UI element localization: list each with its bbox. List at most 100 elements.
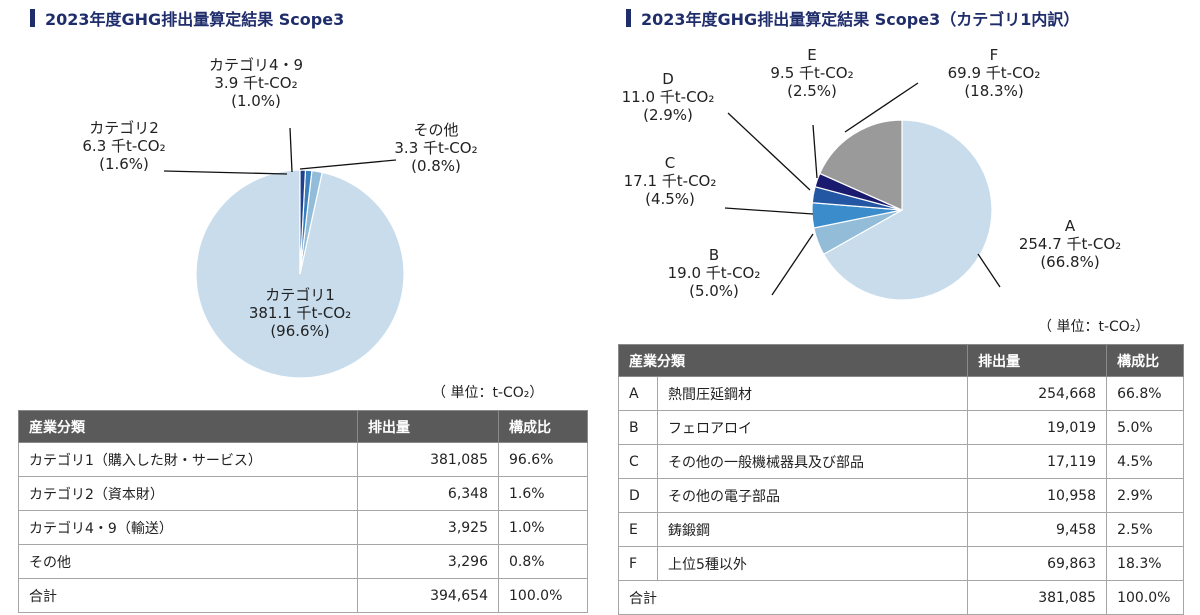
slice-percent-label: (4.5%) xyxy=(645,190,695,208)
total-value: 381,085 xyxy=(967,580,1108,615)
leader-line-その他 xyxy=(299,159,397,170)
row-share: 96.6% xyxy=(498,442,588,477)
row-share: 18.3% xyxy=(1106,546,1184,581)
row-share: 2.5% xyxy=(1106,512,1184,547)
total-share: 100.0% xyxy=(498,578,588,613)
row-name: カテゴリ1（購入した財・サービス） xyxy=(18,442,358,477)
leader-line-カテゴリ2 xyxy=(163,170,288,175)
table-row: カテゴリ2（資本財） 6,348 1.6% xyxy=(18,476,588,511)
slice-value-label: 6.3 千t-CO₂ xyxy=(82,137,165,155)
row-name: 熱間圧延鋼材 xyxy=(656,376,969,411)
row-value: 19,019 xyxy=(967,410,1108,445)
row-name: 鋳鍛鋼 xyxy=(656,512,969,547)
leader-line-F xyxy=(844,82,919,133)
slice-percent-label: (2.5%) xyxy=(787,82,837,100)
row-code: C xyxy=(618,444,658,479)
slice-percent-label: (18.3%) xyxy=(964,82,1023,100)
slice-value-label: 17.1 千t-CO₂ xyxy=(624,172,717,190)
table-row: その他 3,296 0.8% xyxy=(18,544,588,579)
slice-percent-label: (0.8%) xyxy=(411,157,461,175)
header-emission: 排出量 xyxy=(357,410,499,443)
row-value: 3,925 xyxy=(357,510,499,545)
total-share: 100.0% xyxy=(1106,580,1184,615)
header-emission: 排出量 xyxy=(967,344,1108,377)
leader-line-A xyxy=(977,253,1001,288)
pie-slice-F xyxy=(818,119,903,211)
table-row: B フェロアロイ 19,019 5.0% xyxy=(618,410,1184,445)
total-name: 合計 xyxy=(617,580,969,615)
leader-line-D xyxy=(727,112,811,191)
table-row: カテゴリ1（購入した財・サービス） 381,085 96.6% xyxy=(18,442,588,477)
row-code: F xyxy=(618,546,658,581)
table-header-row: 産業分類 排出量 構成比 xyxy=(617,344,1184,377)
right-chart-title: 2023年度GHG排出量算定結果 Scope3（カテゴリ1内訳） xyxy=(626,6,1079,30)
slice-value-label: 69.9 千t-CO₂ xyxy=(948,64,1041,82)
row-share: 1.6% xyxy=(498,476,588,511)
row-name: 上位5種以外 xyxy=(656,546,969,581)
table-row: A 熱間圧延鋼材 254,668 66.8% xyxy=(618,376,1184,411)
slice-value-label: 3.3 千t-CO₂ xyxy=(394,139,477,157)
leader-line-E xyxy=(812,124,818,179)
header-share: 構成比 xyxy=(1106,344,1184,377)
title-bar-marker xyxy=(30,9,35,27)
row-value: 10,958 xyxy=(967,478,1108,513)
pie-slice-A xyxy=(822,119,993,301)
slice-percent-label: (5.0%) xyxy=(689,282,739,300)
table-header-row: 産業分類 排出量 構成比 xyxy=(18,410,588,443)
slice-value-label: 19.0 千t-CO₂ xyxy=(668,264,761,282)
table-row: D その他の電子部品 10,958 2.9% xyxy=(618,478,1184,513)
slice-percent-label: (1.0%) xyxy=(231,92,281,110)
right-data-table: 産業分類 排出量 構成比 A 熱間圧延鋼材 254,668 66.8% B フェ… xyxy=(617,344,1184,615)
left-chart-title-text: 2023年度GHG排出量算定結果 Scope3 xyxy=(45,10,345,29)
slice-value-label: 254.7 千t-CO₂ xyxy=(1019,235,1121,253)
row-share: 1.0% xyxy=(498,510,588,545)
table-total-row: 合計 381,085 100.0% xyxy=(617,580,1184,615)
row-name: カテゴリ4・9（輸送） xyxy=(18,510,358,545)
right-unit-label: （ 単位：t-CO₂） xyxy=(1038,319,1150,335)
row-share: 66.8% xyxy=(1106,376,1184,411)
right-chart-title-text: 2023年度GHG排出量算定結果 Scope3（カテゴリ1内訳） xyxy=(641,10,1080,29)
slice-name-label: D xyxy=(662,70,674,88)
slice-percent-label: (96.6%) xyxy=(270,322,329,340)
slice-value-label: 381.1 千t-CO₂ xyxy=(249,304,351,322)
row-share: 4.5% xyxy=(1106,444,1184,479)
slice-name-label: カテゴリ1 xyxy=(265,286,335,304)
slice-value-label: 11.0 千t-CO₂ xyxy=(622,88,715,106)
row-share: 0.8% xyxy=(498,544,588,579)
row-value: 9,458 xyxy=(967,512,1108,547)
left-chart-title: 2023年度GHG排出量算定結果 Scope3 xyxy=(30,6,344,30)
leader-line-C xyxy=(724,207,814,215)
leader-line-カテゴリ4・9 xyxy=(289,127,293,173)
row-value: 69,863 xyxy=(967,546,1108,581)
row-name: その他 xyxy=(18,544,358,579)
row-value: 6,348 xyxy=(357,476,499,511)
table-row: C その他の一般機械器具及び部品 17,119 4.5% xyxy=(618,444,1184,479)
row-code: E xyxy=(618,512,658,547)
row-code: D xyxy=(618,478,658,513)
left-unit-label: （ 単位：t-CO₂） xyxy=(432,385,544,401)
title-bar-marker xyxy=(626,9,631,27)
row-name: カテゴリ2（資本財） xyxy=(18,476,358,511)
slice-percent-label: (2.9%) xyxy=(643,106,693,124)
slice-value-label: 3.9 千t-CO₂ xyxy=(214,74,297,92)
slice-name-label: その他 xyxy=(413,121,458,139)
table-row: F 上位5種以外 69,863 18.3% xyxy=(618,546,1184,581)
row-name: その他の電子部品 xyxy=(656,478,969,513)
table-row: E 鋳鍛鋼 9,458 2.5% xyxy=(618,512,1184,547)
row-share: 2.9% xyxy=(1106,478,1184,513)
slice-name-label: A xyxy=(1065,217,1076,235)
row-value: 381,085 xyxy=(357,442,499,477)
row-name: その他の一般機械器具及び部品 xyxy=(656,444,969,479)
leader-line-B xyxy=(771,233,814,296)
table-row: カテゴリ4・9（輸送） 3,925 1.0% xyxy=(18,510,588,545)
slice-percent-label: (66.8%) xyxy=(1040,253,1099,271)
slice-name-label: C xyxy=(665,154,675,172)
left-data-table: 産業分類 排出量 構成比 カテゴリ1（購入した財・サービス） 381,085 9… xyxy=(18,410,588,613)
row-share: 5.0% xyxy=(1106,410,1184,445)
total-value: 394,654 xyxy=(357,578,499,613)
row-code: A xyxy=(618,376,658,411)
slice-name-label: カテゴリ4・9 xyxy=(209,56,303,74)
header-share: 構成比 xyxy=(498,410,588,443)
